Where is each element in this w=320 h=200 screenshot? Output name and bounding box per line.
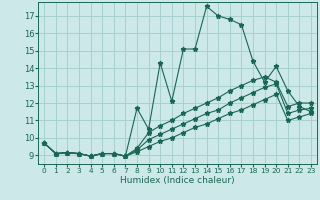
X-axis label: Humidex (Indice chaleur): Humidex (Indice chaleur) <box>120 176 235 185</box>
